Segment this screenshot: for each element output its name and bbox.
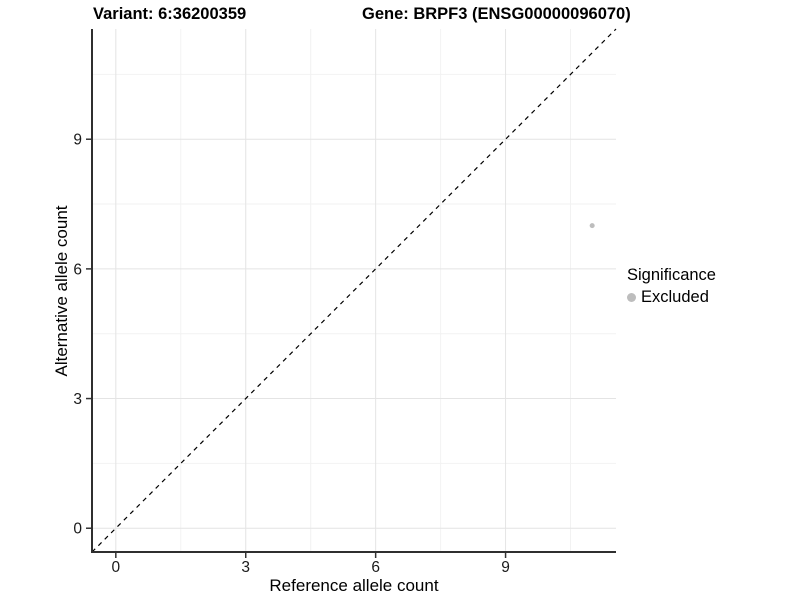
y-tick-label: 0 — [73, 521, 82, 538]
y-tick-label: 3 — [73, 391, 82, 408]
plot-title-gene: Gene: BRPF3 (ENSG00000096070) — [362, 5, 631, 23]
y-axis-title: Alternative allele count — [52, 205, 71, 377]
x-tick-label: 6 — [371, 559, 380, 576]
y-tick-label: 9 — [73, 132, 82, 149]
x-tick-label: 9 — [501, 559, 510, 576]
x-axis-title: Reference allele count — [269, 576, 439, 595]
identity-line — [91, 28, 617, 553]
legend-item-label: Excluded — [641, 288, 709, 306]
y-tick-label: 6 — [73, 261, 82, 278]
legend-item-excluded: Excluded — [627, 288, 716, 307]
x-tick-label: 0 — [112, 559, 121, 576]
legend: Significance Excluded — [627, 266, 716, 307]
x-tick-label: 3 — [241, 559, 250, 576]
plot-title-variant: Variant: 6:36200359 — [93, 5, 247, 23]
legend-title: Significance — [627, 266, 716, 284]
legend-key-dot-icon — [627, 293, 636, 302]
data-point — [589, 223, 595, 229]
